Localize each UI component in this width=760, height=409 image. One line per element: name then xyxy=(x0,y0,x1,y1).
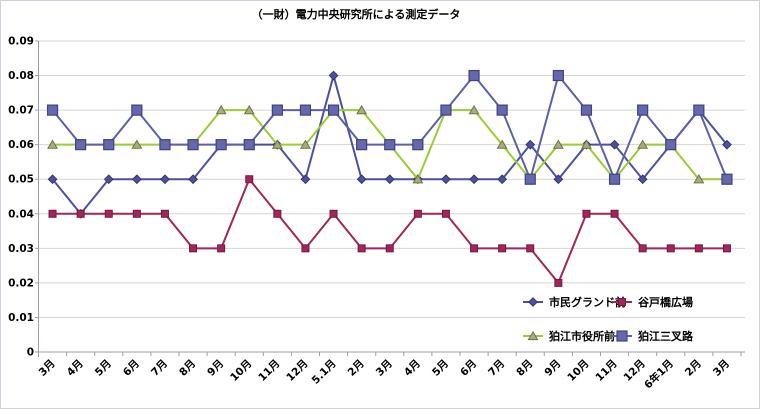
y-tick-label: 0.09 xyxy=(8,36,34,48)
series-谷戸橋広場 xyxy=(48,175,731,287)
y-tick-label: 0.08 xyxy=(8,70,34,82)
y-tick-label: 0.04 xyxy=(8,208,34,220)
legend-label: 狛江市役所前 xyxy=(548,329,615,343)
y-tick-label: 0.06 xyxy=(8,139,34,151)
series-狛江三叉路 xyxy=(46,69,733,185)
chart-title: （一財）電力中央研究所による測定データ xyxy=(251,8,461,21)
legend-label: 市民グランド前 xyxy=(549,295,626,309)
legend-entry: 市民グランド前 xyxy=(523,295,626,309)
legend-entry: 狛江三叉路 xyxy=(612,329,694,343)
legend-entry: 谷戸橋広場 xyxy=(612,295,693,309)
y-tick-label: 0.07 xyxy=(8,105,34,117)
y-tick-label: 0.03 xyxy=(8,243,34,255)
legend-label: 谷戸橋広場 xyxy=(638,295,693,309)
y-tick-label: 0 xyxy=(27,347,34,359)
legend-label: 狛江三叉路 xyxy=(637,329,694,343)
y-tick-label: 0.05 xyxy=(8,174,34,186)
y-tick-label: 0.01 xyxy=(8,312,34,324)
legend-entry: 狛江市役所前 xyxy=(523,329,615,343)
y-tick-label: 0.02 xyxy=(8,277,34,289)
